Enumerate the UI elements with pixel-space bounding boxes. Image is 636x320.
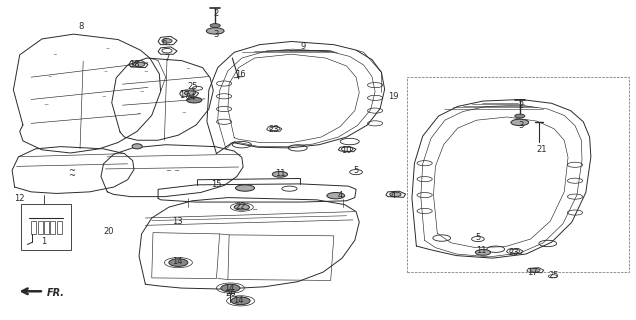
Text: 18: 18 — [128, 60, 139, 69]
Text: 23: 23 — [268, 125, 279, 134]
Ellipse shape — [231, 297, 250, 305]
Text: 26: 26 — [225, 289, 236, 298]
Text: ~: ~ — [181, 110, 186, 115]
Text: 21: 21 — [536, 145, 546, 154]
Ellipse shape — [475, 250, 490, 255]
Text: ~: ~ — [184, 87, 188, 92]
Text: ~: ~ — [48, 75, 53, 80]
Text: ~: ~ — [143, 69, 148, 74]
Text: 5: 5 — [354, 166, 359, 175]
Text: 2: 2 — [214, 9, 219, 18]
Text: ~: ~ — [137, 111, 141, 116]
Ellipse shape — [184, 91, 195, 95]
Ellipse shape — [511, 119, 529, 125]
Text: 20: 20 — [103, 227, 114, 236]
Text: 1: 1 — [41, 237, 46, 246]
Ellipse shape — [272, 172, 287, 177]
Text: 14: 14 — [172, 258, 183, 267]
Ellipse shape — [134, 62, 145, 67]
Ellipse shape — [530, 268, 540, 272]
Text: ~: ~ — [68, 166, 75, 175]
Text: ~: ~ — [44, 102, 49, 107]
Text: 4: 4 — [391, 191, 396, 200]
Text: ~ ~: ~ ~ — [166, 168, 181, 174]
Text: FR.: FR. — [46, 288, 64, 298]
Text: 17: 17 — [179, 91, 190, 100]
Text: 10: 10 — [342, 146, 352, 155]
Text: ~: ~ — [186, 67, 190, 72]
Ellipse shape — [327, 193, 345, 199]
Text: 25: 25 — [549, 271, 559, 280]
Text: ~: ~ — [103, 69, 107, 75]
Text: 3: 3 — [518, 121, 524, 130]
Text: 5: 5 — [475, 233, 481, 242]
Text: 13: 13 — [172, 217, 183, 226]
Text: 24: 24 — [186, 93, 197, 102]
Text: 15: 15 — [211, 180, 222, 189]
Text: ~: ~ — [105, 46, 109, 51]
Text: 14: 14 — [233, 296, 244, 305]
Text: 12: 12 — [15, 194, 25, 203]
Ellipse shape — [234, 204, 249, 210]
Ellipse shape — [390, 192, 401, 197]
Text: ~: ~ — [139, 89, 144, 94]
Text: 9: 9 — [301, 42, 306, 52]
Ellipse shape — [210, 24, 220, 28]
Text: 22: 22 — [235, 202, 246, 211]
Text: 6: 6 — [162, 38, 167, 47]
Ellipse shape — [206, 28, 224, 34]
Text: ~ ~ ~: ~ ~ ~ — [236, 207, 258, 213]
Text: 3: 3 — [214, 30, 219, 39]
Ellipse shape — [221, 284, 240, 292]
Ellipse shape — [162, 39, 172, 43]
Text: 2: 2 — [518, 101, 523, 110]
Text: 23: 23 — [508, 248, 519, 257]
Text: 25: 25 — [187, 82, 198, 91]
Ellipse shape — [235, 185, 254, 191]
Text: 14: 14 — [224, 284, 235, 292]
Ellipse shape — [515, 114, 525, 118]
Text: ~: ~ — [52, 52, 57, 57]
Text: ~: ~ — [101, 94, 106, 100]
Text: 7: 7 — [164, 54, 170, 63]
Text: 11: 11 — [275, 169, 285, 178]
Text: 8: 8 — [79, 22, 84, 31]
Text: 16: 16 — [235, 70, 246, 79]
Text: ~: ~ — [68, 172, 75, 180]
Ellipse shape — [186, 97, 202, 103]
Text: 17: 17 — [527, 268, 538, 277]
Text: 19: 19 — [387, 92, 398, 101]
Ellipse shape — [132, 144, 142, 149]
Text: 4: 4 — [338, 190, 343, 200]
Text: 11: 11 — [476, 246, 487, 255]
Ellipse shape — [169, 259, 188, 267]
